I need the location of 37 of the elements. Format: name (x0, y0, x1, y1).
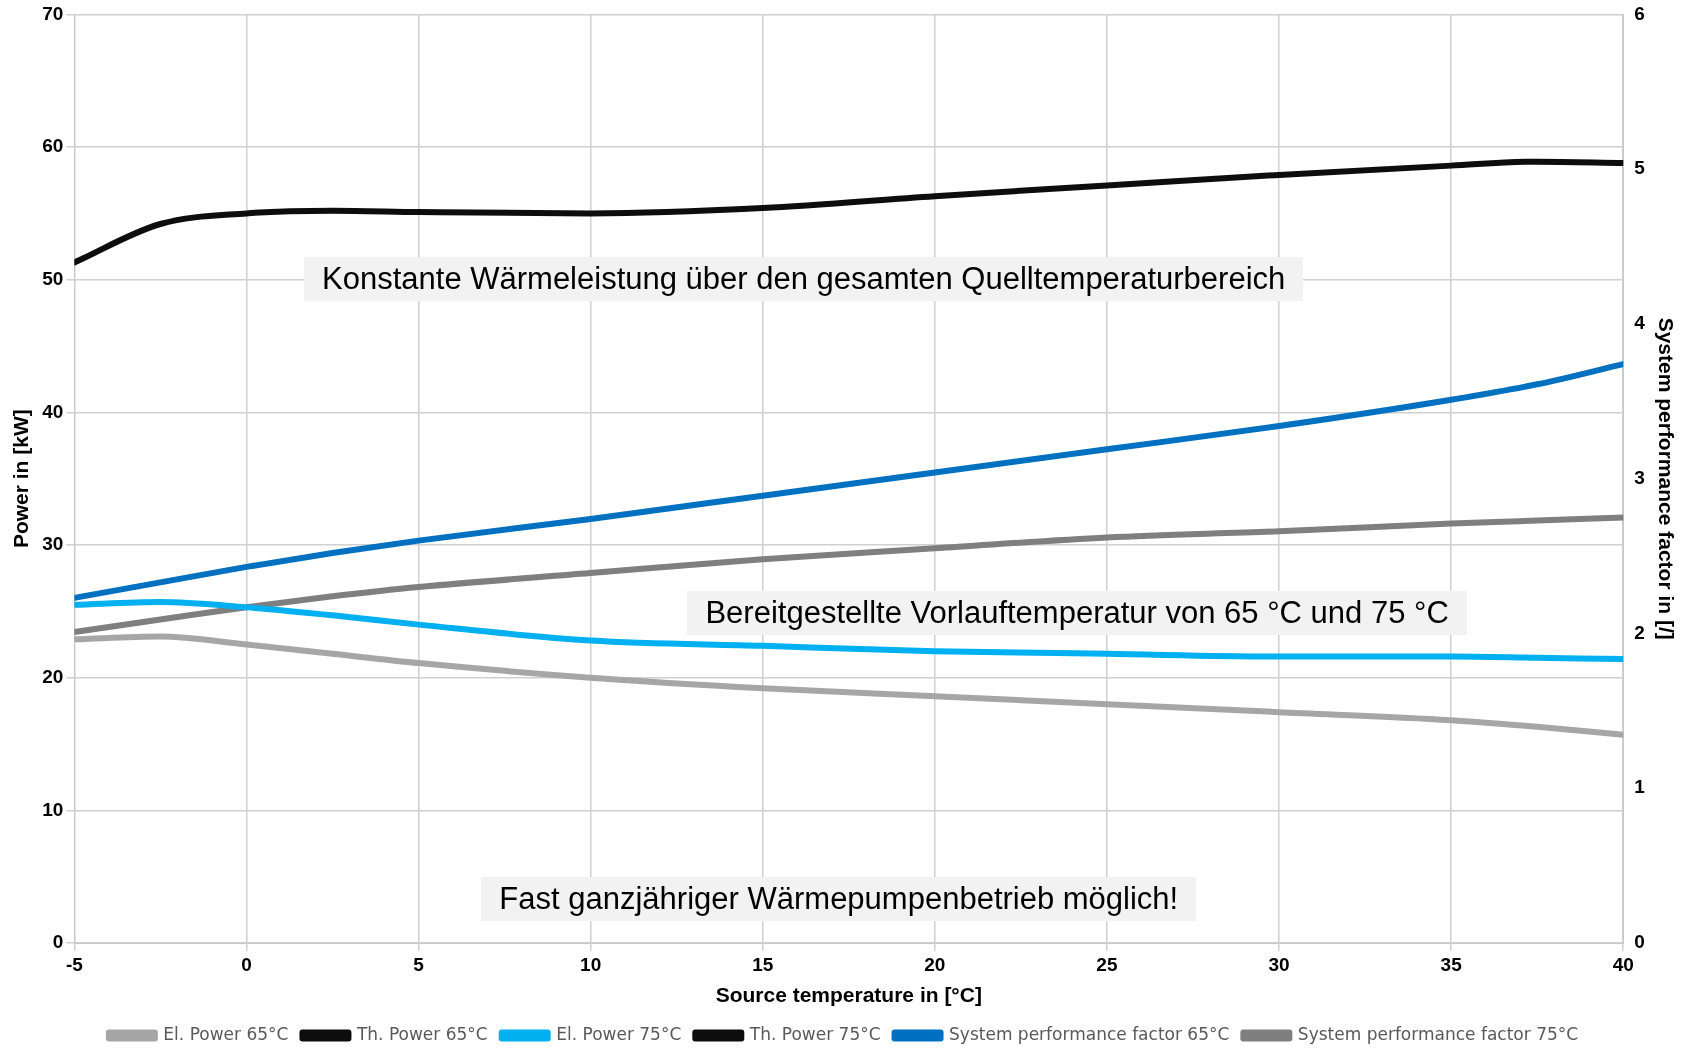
y-axis-title: Power in [kW] (9, 409, 33, 549)
x-tick-label: 10 (580, 953, 602, 975)
y2-tick-label: 5 (1634, 157, 1646, 179)
legend-label: El. Power 65°C (163, 1023, 289, 1044)
y-tick-label: 50 (42, 267, 64, 289)
legend-label: Th. Power 65°C (355, 1023, 488, 1044)
x-tick-label: 5 (413, 953, 425, 975)
y-tick-label: 30 (42, 533, 64, 555)
y2-tick-label: 4 (1634, 312, 1646, 334)
y2-axis-title: System performance factor in [/] (1654, 317, 1678, 640)
y2-tick-label: 0 (1634, 931, 1645, 953)
legend-label: System performance factor 65°C (949, 1023, 1230, 1044)
x-tick-label: 30 (1268, 953, 1290, 975)
legend-label: Th. Power 75°C (748, 1023, 881, 1044)
x-tick-label: 40 (1612, 953, 1634, 975)
x-tick-label: -5 (65, 953, 84, 975)
x-axis-title: Source temperature in [°C] (715, 983, 982, 1007)
x-tick-label: 20 (924, 953, 946, 975)
y-tick-label: 70 (42, 2, 64, 24)
y-tick-label: 0 (52, 931, 64, 953)
annotation: Konstante Wärmeleistung über den gesamten Quelltemperaturbereich (304, 257, 1304, 302)
annotation: Fast ganzjähriger Wärmepumpenbetrieb möglich! (481, 877, 1197, 922)
y2-tick-label: 2 (1634, 621, 1645, 643)
legend-label: System performance factor 75°C (1297, 1023, 1579, 1044)
y2-tick-label: 6 (1634, 2, 1645, 24)
x-tick-label: 15 (752, 953, 774, 975)
y-tick-label: 40 (42, 400, 64, 422)
y-tick-label: 20 (42, 665, 64, 687)
y-tick-label: 60 (42, 135, 64, 157)
x-tick-label: 25 (1096, 953, 1118, 975)
x-tick-label: 0 (241, 953, 252, 975)
y2-tick-label: 1 (1634, 776, 1646, 798)
x-tick-label: 35 (1440, 953, 1463, 975)
legend-label: El. Power 75°C (556, 1023, 682, 1044)
y2-tick-label: 3 (1634, 466, 1645, 488)
annotation: Bereitgestellte Vorlauftemperatur von 65 °C und 75 °C (687, 591, 1467, 636)
y-tick-label: 10 (42, 798, 64, 820)
